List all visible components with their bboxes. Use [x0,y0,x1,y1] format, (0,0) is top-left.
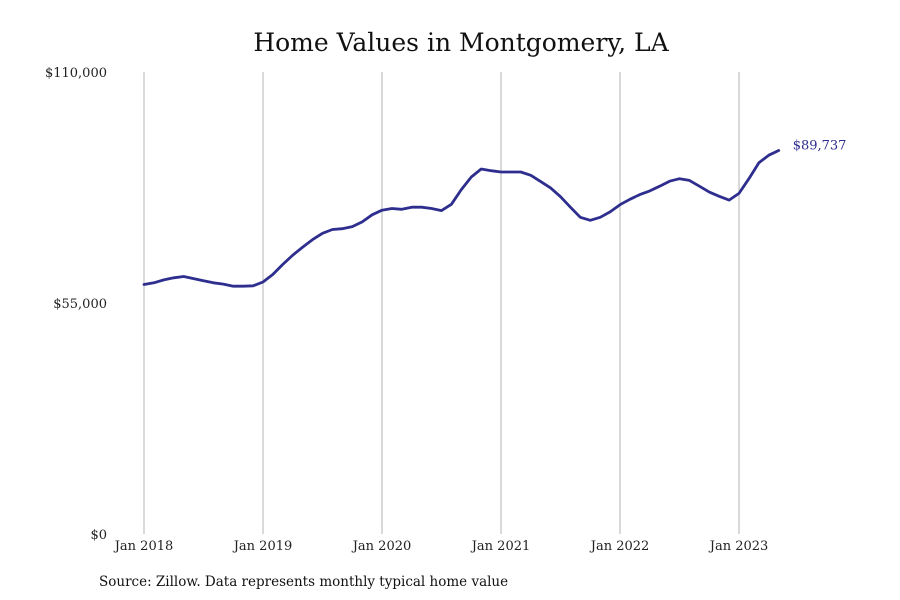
source-note: Source: Zillow. Data represents monthly … [99,574,508,590]
chart-title: Home Values in Montgomery, LA [253,28,669,57]
y-tick-label: $55,000 [53,297,107,312]
y-tick-label: $0 [90,528,107,543]
home-value-line [142,149,781,288]
x-tick-label: Jan 2023 [708,539,769,554]
latest-value-label: $89,737 [793,139,847,154]
x-tick-label: Jan 2019 [232,539,293,554]
x-tick-label: Jan 2020 [351,539,412,554]
x-tick-label: Jan 2018 [113,539,174,554]
x-axis-tick-labels: Jan 2018 Jan 2019 Jan 2020 Jan 2021 Jan 2022… [113,539,769,554]
gridlines [143,72,740,534]
y-axis-tick-labels: $0 $55,000 $110,000 [45,66,107,543]
x-tick-label: Jan 2022 [589,539,650,554]
y-tick-label: $110,000 [45,66,107,81]
x-tick-label: Jan 2021 [470,539,531,554]
